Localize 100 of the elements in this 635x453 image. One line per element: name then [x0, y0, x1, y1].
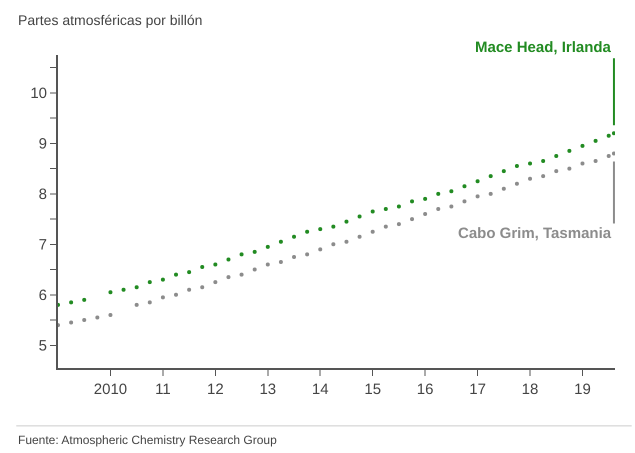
point — [187, 288, 192, 292]
point — [200, 265, 204, 270]
point — [134, 285, 139, 290]
point — [200, 285, 204, 290]
point — [606, 154, 611, 158]
point — [436, 206, 440, 211]
point — [396, 204, 401, 208]
point — [122, 288, 126, 292]
point — [370, 210, 375, 214]
point — [528, 176, 532, 181]
point — [226, 275, 230, 280]
point — [344, 240, 348, 244]
x-tick-label: 14 — [312, 381, 329, 398]
point — [502, 169, 506, 174]
point — [278, 240, 283, 244]
point — [292, 254, 296, 259]
point — [410, 199, 414, 204]
source-note: Fuente: Atmospheric Chemistry Research Group — [18, 433, 278, 447]
point — [174, 292, 178, 297]
point — [423, 196, 428, 201]
y-tick-label: 6 — [38, 287, 47, 304]
point — [594, 138, 598, 143]
point — [370, 230, 375, 234]
point — [148, 300, 152, 304]
point — [528, 162, 532, 166]
x-tick-label: 11 — [155, 381, 171, 398]
point — [541, 159, 546, 164]
point — [108, 312, 112, 317]
point — [95, 316, 100, 320]
point — [580, 144, 584, 148]
y-tick-label: 7 — [38, 236, 47, 254]
point — [240, 272, 244, 277]
point — [502, 186, 506, 191]
point — [476, 194, 480, 198]
point — [148, 280, 152, 284]
point — [612, 151, 615, 156]
point — [423, 212, 428, 216]
point — [292, 234, 296, 239]
y-tick-label: 10 — [30, 85, 47, 102]
point — [82, 298, 86, 302]
point — [69, 320, 74, 325]
point — [69, 300, 74, 304]
point — [580, 162, 584, 166]
point — [344, 220, 348, 224]
x-tick-label: 15 — [364, 381, 382, 398]
point — [160, 295, 165, 300]
x-tick-label: 16 — [416, 381, 434, 398]
point — [449, 204, 454, 208]
y-tick-label: 5 — [38, 338, 47, 355]
point — [331, 242, 336, 246]
point — [554, 169, 558, 174]
point — [410, 217, 414, 222]
point — [213, 262, 218, 267]
point — [514, 182, 519, 186]
point — [305, 252, 310, 256]
point — [278, 260, 283, 264]
point — [567, 166, 572, 171]
point — [213, 280, 218, 284]
y-axis-title: Partes atmosféricas por billón — [18, 12, 202, 28]
point — [160, 278, 165, 282]
text: Mace Head, Irlanda — [475, 39, 612, 56]
point — [187, 270, 192, 274]
point — [606, 134, 611, 138]
point — [305, 230, 310, 234]
point — [318, 247, 322, 252]
point — [541, 174, 546, 178]
point — [396, 222, 401, 226]
point — [134, 302, 139, 307]
x-tick-label: 13 — [259, 381, 276, 398]
point — [331, 224, 336, 229]
point — [462, 184, 466, 188]
point — [462, 199, 466, 204]
point — [266, 244, 270, 249]
point — [594, 159, 598, 164]
point — [240, 252, 244, 256]
point — [358, 234, 362, 239]
point — [567, 148, 572, 153]
point — [252, 250, 257, 254]
point — [436, 192, 440, 196]
x-tick-label: 17 — [469, 381, 486, 398]
series-label: Cabo Grim, Tasmania — [458, 225, 612, 242]
point — [612, 131, 615, 136]
point — [514, 164, 519, 168]
point — [82, 318, 86, 322]
point — [488, 192, 493, 196]
point — [174, 272, 178, 277]
point — [449, 189, 454, 194]
x-tick-label: 2010 — [94, 381, 128, 398]
point — [488, 174, 493, 178]
point — [252, 268, 257, 272]
point — [266, 262, 270, 267]
y-tick-label: 9 — [38, 136, 47, 153]
point — [384, 224, 388, 229]
point — [226, 257, 230, 262]
point — [384, 206, 388, 211]
x-tick-label: 18 — [522, 381, 538, 398]
y-tick-label: 8 — [38, 186, 47, 204]
point — [358, 214, 362, 219]
point — [108, 290, 112, 294]
point — [554, 154, 558, 158]
